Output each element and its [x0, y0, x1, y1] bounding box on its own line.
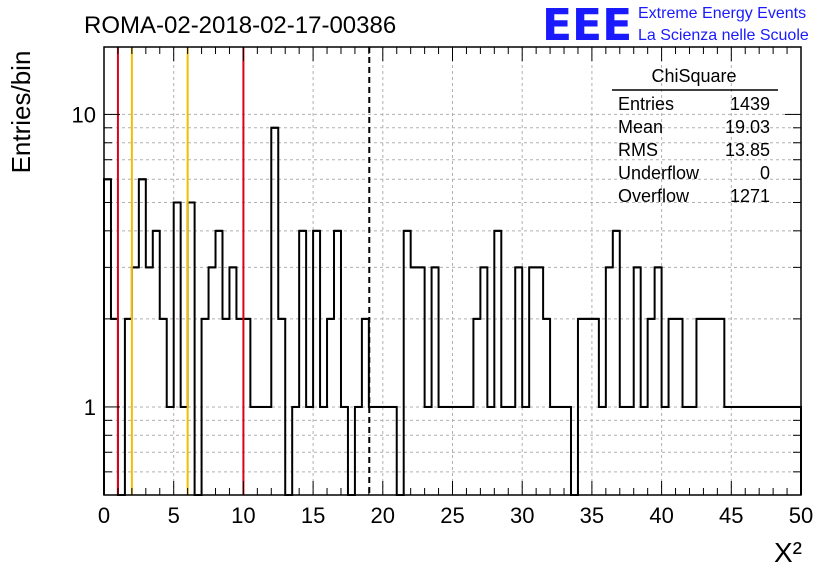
stats-label-rms: RMS — [618, 140, 658, 160]
x-tick-label: 0 — [98, 503, 110, 528]
stats-value-rms: 13.85 — [725, 140, 770, 160]
stats-name: ChiSquare — [651, 66, 736, 86]
x-tick-label: 10 — [231, 503, 255, 528]
logo-line1: Extreme Energy Events — [638, 5, 806, 22]
y-tick-label: 1 — [84, 395, 96, 420]
stats-value-entries: 1439 — [730, 94, 770, 114]
x-tick-label: 50 — [789, 503, 813, 528]
axes: 0 5 10 15 20 25 30 35 40 45 50 1 10 — [72, 46, 813, 528]
y-tick-label: 10 — [72, 102, 96, 127]
x-tick-label: 45 — [719, 503, 743, 528]
x-tick-label: 25 — [440, 503, 464, 528]
x-tick-label: 35 — [580, 503, 604, 528]
x-axis-label: X² — [774, 537, 802, 568]
stats-value-mean: 19.03 — [725, 117, 770, 137]
x-tick-label: 30 — [510, 503, 534, 528]
stats-box: ChiSquare Entries 1439 Mean 19.03 RMS 13… — [612, 66, 778, 206]
logo-line2: La Scienza nelle Scuole — [638, 27, 809, 44]
x-tick-label: 40 — [649, 503, 673, 528]
histogram-marks — [103, 47, 802, 496]
x-tick-label: 5 — [168, 503, 180, 528]
stats-value-overflow: 1271 — [730, 186, 770, 206]
x-tick-label: 20 — [371, 503, 395, 528]
stats-label-mean: Mean — [618, 117, 663, 137]
stats-label-entries: Entries — [618, 94, 674, 114]
y-axis-label: Entries/bin — [6, 51, 36, 174]
eee-logo: EEE Extreme Energy Events La Scienza nel… — [542, 0, 809, 51]
run-title: ROMA-02-2018-02-17-00386 — [84, 12, 396, 39]
x-tick-label: 15 — [301, 503, 325, 528]
stats-label-overflow: Overflow — [618, 186, 690, 206]
stats-label-underflow: Underflow — [618, 163, 700, 183]
logo-text: EEE — [542, 0, 632, 51]
stats-value-underflow: 0 — [760, 163, 770, 183]
